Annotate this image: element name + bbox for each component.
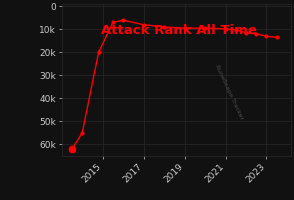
Text: Attack Rank All Time: Attack Rank All Time — [101, 24, 257, 37]
Text: Uranium Atom: Uranium Atom — [101, 0, 294, 2]
Text: RuneScape Tracker: RuneScape Tracker — [214, 64, 244, 120]
